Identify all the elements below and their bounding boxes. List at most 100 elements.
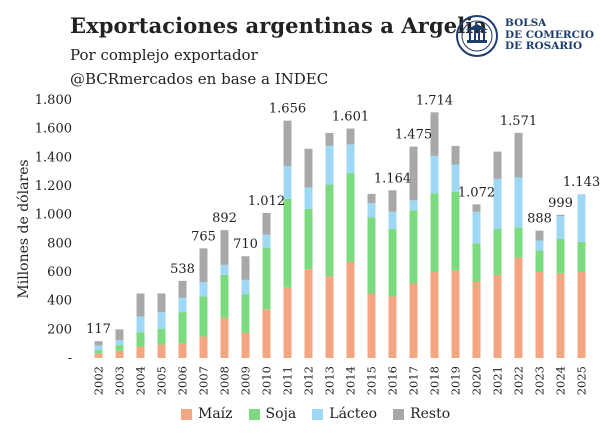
bcr-seal-icon [456, 15, 498, 57]
bar-lacteo-2004 [136, 316, 145, 333]
total-label-2011: 1.656 [269, 102, 306, 117]
bar-resto-2018 [430, 112, 439, 156]
total-label-2014: 1.601 [332, 110, 369, 125]
bar-resto-2004 [136, 293, 145, 317]
bar-maiz-2011 [283, 287, 292, 358]
bar-lacteo-2002 [94, 345, 103, 351]
x-tick-2023: 2023 [533, 366, 547, 395]
total-label-2008: 892 [212, 211, 237, 226]
y-tick-label: - [68, 351, 72, 366]
total-label-2024: 999 [548, 196, 573, 211]
x-tick-2003: 2003 [113, 366, 127, 395]
bar-soja-2018 [430, 193, 439, 272]
bar-maiz-2004 [136, 346, 145, 358]
x-tick-2018: 2018 [428, 366, 442, 395]
bar-soja-2012 [304, 208, 313, 270]
bar-resto-2019 [451, 145, 460, 165]
bar-resto-2009 [241, 256, 250, 280]
bar-maiz-2009 [241, 332, 250, 358]
y-tick-label: 400 [47, 294, 72, 309]
bar-lacteo-2003 [115, 340, 124, 346]
logo-line-1: BOLSA [505, 17, 547, 29]
x-tick-2021: 2021 [491, 366, 505, 395]
chart-source: @BCRmercados en base a INDEC [70, 70, 329, 88]
y-tick-label: 800 [47, 236, 72, 251]
x-tick-2024: 2024 [554, 366, 568, 395]
bar-resto-2002 [94, 341, 103, 346]
y-axis-ticks: - 200 400 600 800 1.000 1.200 1.400 1.600 1.800 [35, 93, 72, 366]
bar-soja-2008 [220, 274, 229, 318]
legend-label-soja: Soja [265, 406, 297, 422]
total-label-2010: 1.012 [248, 194, 285, 209]
bar-maiz-2023 [535, 272, 544, 358]
bar-resto-2020 [472, 204, 481, 212]
bar-maiz-2021 [493, 274, 502, 358]
bar-soja-2019 [451, 191, 460, 271]
bar-soja-2002 [94, 350, 103, 354]
bar-maiz-2022 [514, 257, 523, 358]
legend-label-lacteo: Lácteo [329, 406, 378, 422]
legend-swatch-lacteo [312, 408, 324, 420]
bar-lacteo-2008 [220, 264, 229, 275]
x-tick-2007: 2007 [197, 366, 211, 395]
bar-lacteo-2019 [451, 164, 460, 192]
y-tick-label: 1.800 [35, 93, 72, 108]
x-tick-2015: 2015 [365, 366, 379, 395]
bar-lacteo-2010 [262, 234, 271, 248]
legend-item-maiz: Maíz [181, 404, 233, 424]
x-tick-2008: 2008 [218, 366, 232, 395]
bar-maiz-2002 [94, 353, 103, 358]
x-tick-2004: 2004 [134, 366, 148, 395]
y-axis-label: Millones de dólares [16, 159, 32, 298]
bar-maiz-2014 [346, 261, 355, 358]
x-tick-2020: 2020 [470, 366, 484, 395]
bar-lacteo-2018 [430, 155, 439, 194]
bar-lacteo-2006 [178, 297, 187, 313]
y-tick-label: 600 [47, 265, 72, 280]
bar-lacteo-2011 [283, 165, 292, 199]
bar-soja-2021 [493, 229, 502, 275]
bar-resto-2021 [493, 151, 502, 179]
x-tick-2016: 2016 [386, 366, 400, 395]
bar-maiz-2015 [367, 293, 376, 358]
bar-soja-2015 [367, 217, 376, 294]
bar-soja-2007 [199, 296, 208, 337]
bar-soja-2014 [346, 173, 355, 262]
y-tick-label: 1.600 [35, 122, 72, 137]
bar-lacteo-2017 [409, 200, 418, 211]
legend-swatch-soja [248, 408, 260, 420]
x-tick-2017: 2017 [407, 366, 421, 395]
logo-line-2: DE COMERCIO [505, 28, 595, 41]
bar-lacteo-2007 [199, 282, 208, 297]
bar-soja-2005 [157, 328, 166, 345]
bcr-logo-text: BOLSA DE COMERCIO DE ROSARIO [505, 17, 595, 53]
x-tick-2009: 2009 [239, 366, 253, 395]
bar-soja-2025 [577, 241, 586, 272]
bar-maiz-2012 [304, 269, 313, 358]
bar-lacteo-2014 [346, 144, 355, 174]
bar-resto-2006 [178, 280, 187, 298]
y-tick-label: 1.000 [35, 208, 72, 223]
bar-resto-2003 [115, 329, 124, 341]
bar-resto-2022 [514, 132, 523, 178]
bar-lacteo-2020 [472, 211, 481, 244]
x-axis-ticks: 2002 2003 2004 2005 2006 2007 2008 2009 2010 2011… [92, 366, 589, 395]
total-label-2007: 765 [191, 229, 216, 244]
bar-lacteo-2005 [157, 312, 166, 329]
total-label-2006: 538 [170, 262, 195, 277]
total-label-2002: 117 [86, 322, 111, 337]
logo-line-3: DE ROSARIO [505, 40, 583, 52]
bar-resto-2024 [556, 214, 565, 217]
bar-lacteo-2009 [241, 279, 250, 295]
bar-soja-2010 [262, 247, 271, 310]
bar-maiz-2007 [199, 336, 208, 358]
legend-item-soja: Soja [248, 404, 297, 424]
bar-maiz-2008 [220, 317, 229, 358]
bar-soja-2016 [388, 229, 397, 297]
bar-resto-2013 [325, 132, 334, 146]
x-tick-2010: 2010 [260, 366, 274, 395]
bar-lacteo-2023 [535, 240, 544, 251]
y-tick-label: 1.200 [35, 179, 72, 194]
y-axis-label-group: Millones de dólares [16, 159, 32, 298]
